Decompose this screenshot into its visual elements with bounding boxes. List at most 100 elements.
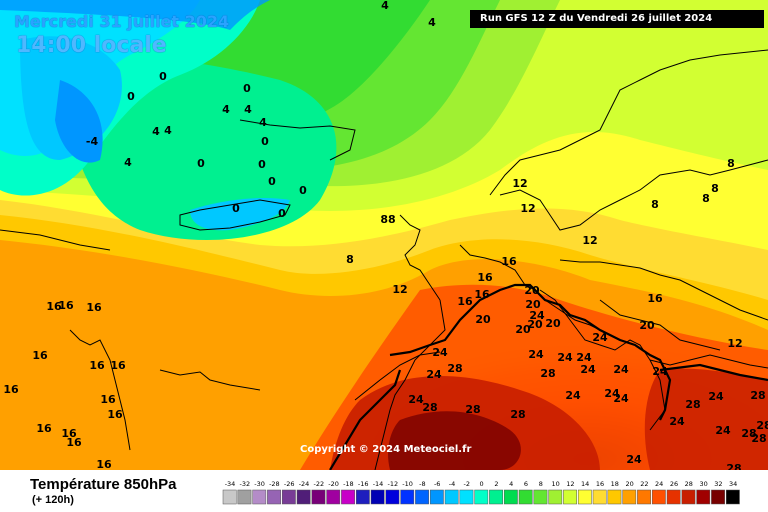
isotherm-label: 16 <box>501 255 517 268</box>
legend-tick-label: 22 <box>640 480 648 488</box>
isotherm-label: 24 <box>715 424 731 437</box>
isotherm-label: 24 <box>604 387 620 400</box>
isotherm-label: 16 <box>61 427 77 440</box>
lead-time: (+ 120h) <box>32 494 74 506</box>
legend-tick-label: 14 <box>581 480 589 488</box>
legend-tick-label: -6 <box>434 480 440 488</box>
isotherm-label: 16 <box>96 458 112 470</box>
isotherm-label: 28 <box>741 427 756 440</box>
isotherm-label: 24 <box>652 365 668 378</box>
isotherm-label: 28 <box>540 367 555 380</box>
legend-swatch <box>503 489 518 505</box>
legend-tick-label: -14 <box>373 480 384 488</box>
legend-swatch <box>577 489 592 505</box>
legend-swatch <box>281 489 296 505</box>
legend-tick-label: 30 <box>699 480 707 488</box>
legend-swatch <box>489 489 503 505</box>
isotherm-label: 12 <box>512 177 527 190</box>
isotherm-label: 0 <box>243 82 251 95</box>
legend-swatch <box>311 489 326 505</box>
legend-tick-label: 4 <box>509 480 513 488</box>
legend-tick-label: -32 <box>239 480 250 488</box>
isotherm-label: 4 <box>244 103 252 116</box>
legend-tick-label: -2 <box>464 480 470 488</box>
isotherm-label: 16 <box>477 271 493 284</box>
isotherm-label: 28 <box>465 403 480 416</box>
isotherm-label: 16 <box>107 408 123 421</box>
isotherm-label: 0 <box>127 90 135 103</box>
isotherm-label: 24 <box>669 415 685 428</box>
isotherm-label: 4 <box>124 156 132 169</box>
isotherm-label: 0 <box>299 184 307 197</box>
legend-tick-label: 28 <box>685 480 693 488</box>
legend-tick-label: -24 <box>299 480 310 488</box>
isotherm-label: 88 <box>380 213 395 226</box>
legend-swatch <box>400 489 415 505</box>
legend-swatch <box>355 489 370 505</box>
valid-date: Mercredi 31 juillet 2024 <box>14 12 230 31</box>
legend-tick-label: -16 <box>358 480 369 488</box>
legend-tick-label: 0 <box>480 480 484 488</box>
isotherm-label: 28 <box>685 398 700 411</box>
isotherm-label: 0 <box>159 70 167 83</box>
isotherm-label: 0 <box>278 207 286 220</box>
isotherm-label: 20 <box>524 284 540 297</box>
isotherm-label: 28 <box>726 462 741 470</box>
legend-swatch <box>711 489 725 505</box>
legend-tick-label: 16 <box>596 480 604 488</box>
legend-swatch <box>296 489 311 505</box>
legend-swatch <box>444 489 459 505</box>
isotherm-label: 16 <box>58 299 74 312</box>
legend-tick-label: 18 <box>611 480 619 488</box>
legend-swatch <box>370 489 385 505</box>
isotherm-label: 20 <box>475 313 491 326</box>
isotherm-label: 24 <box>565 389 581 402</box>
legend-swatch <box>651 489 666 505</box>
isotherm-label: 8 <box>711 182 719 195</box>
legend-swatch <box>341 489 355 505</box>
legend-swatch <box>415 489 429 505</box>
legend-swatch <box>429 489 444 505</box>
isotherm-label: 24 <box>592 331 608 344</box>
legend-swatch <box>326 489 341 505</box>
isotherm-label: 16 <box>46 300 62 313</box>
isotherm-label: 16 <box>32 349 48 362</box>
legend-tick-label: -12 <box>387 480 398 488</box>
isotherm-label: 24 <box>528 348 544 361</box>
isotherm-label: 12 <box>520 202 535 215</box>
legend-swatch <box>222 489 237 505</box>
isotherm-label: 16 <box>86 301 102 314</box>
valid-time: 14:00 locale <box>16 33 167 58</box>
isotherm-label: 0 <box>232 202 240 215</box>
model-run-label: Run GFS 12 Z du Vendredi 26 juillet 2024 <box>470 10 764 28</box>
legend-swatch <box>622 489 637 505</box>
legend-tick-label: -30 <box>254 480 265 488</box>
isotherm-label: 20 <box>527 318 543 331</box>
legend-swatch <box>267 489 281 505</box>
color-scale-legend: -34 -32 -30 -28 -26 -24 -22 -20 -18 -16 -14 -12 -10-… <box>222 480 740 505</box>
legend-tick-label: -18 <box>343 480 354 488</box>
isotherm-label: 28 <box>756 419 768 432</box>
legend-tick-label: -10 <box>402 480 413 488</box>
isotherm-label: -4 <box>86 135 99 148</box>
legend-tick-label: 24 <box>655 480 663 488</box>
isotherm-label: 24 <box>708 390 724 403</box>
isotherm-label: 16 <box>100 393 116 406</box>
isotherm-label: 24 <box>408 393 424 406</box>
legend-tick-label: 26 <box>670 480 678 488</box>
isotherm-label: 28 <box>422 401 437 414</box>
parameter-title: Température 850hPa <box>30 476 177 493</box>
legend-swatch <box>696 489 711 505</box>
legend-swatch <box>681 489 696 505</box>
isotherm-label: 20 <box>545 317 561 330</box>
isotherm-label: 24 <box>613 363 629 376</box>
legend-tick-label: -34 <box>225 480 236 488</box>
isotherm-label: 4 <box>381 0 389 12</box>
legend-swatch <box>592 489 607 505</box>
legend-swatch <box>563 489 577 505</box>
isotherm-label: 16 <box>3 383 19 396</box>
isotherm-label: 28 <box>750 389 765 402</box>
legend-tick-label: 8 <box>539 480 543 488</box>
isotherm-label: 16 <box>36 422 52 435</box>
